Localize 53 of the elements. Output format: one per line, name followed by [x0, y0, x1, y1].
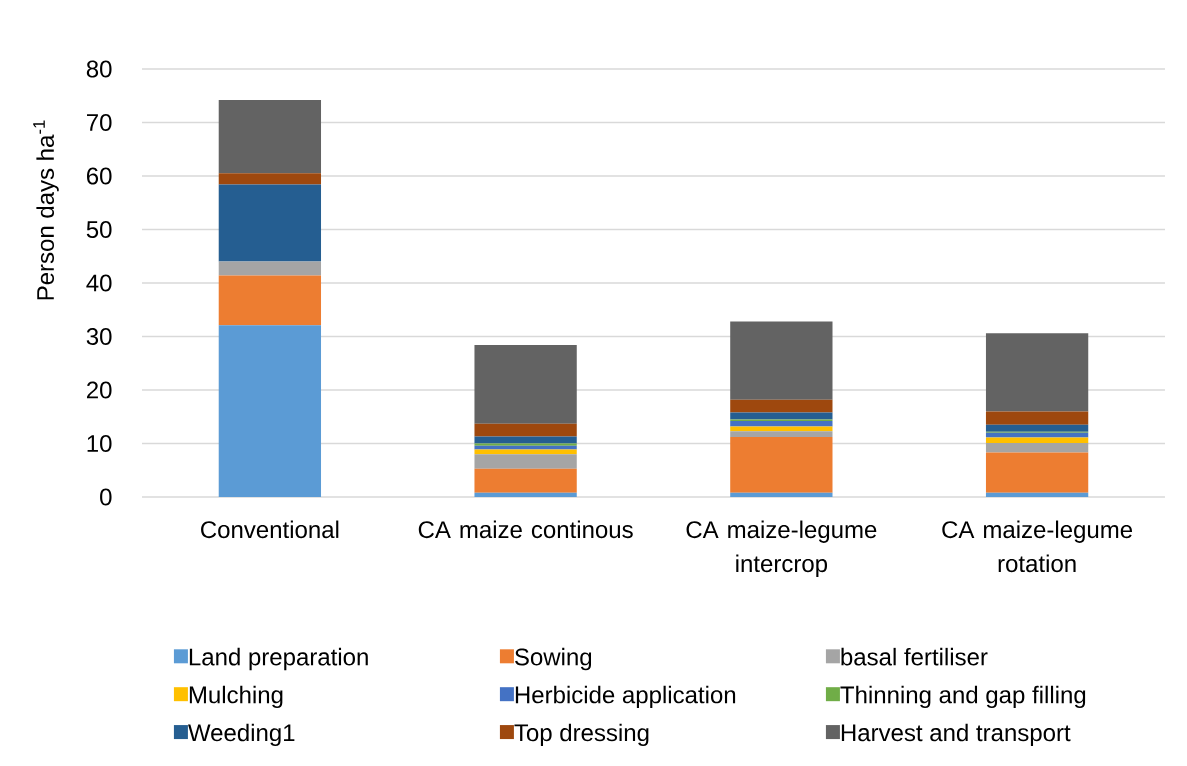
bar — [474, 443, 577, 446]
bar — [474, 468, 577, 493]
bar — [474, 454, 577, 469]
legend-label: basal fertiliser — [841, 647, 988, 666]
bar — [985, 442, 1089, 453]
y-tick-label: 20 — [86, 381, 112, 399]
legend-label: Herbicide application — [515, 685, 736, 709]
bar — [218, 100, 322, 174]
bar — [730, 412, 833, 420]
y-tick-label: 40 — [86, 274, 112, 292]
x-tick-label: CA maize-legume rotation — [942, 520, 1133, 573]
bar — [985, 432, 1089, 438]
bar — [730, 437, 833, 493]
y-tick-label: 60 — [87, 167, 112, 185]
bar — [730, 426, 833, 432]
legend-label: Mulching — [189, 685, 283, 709]
bar — [985, 492, 1089, 497]
x-tick-label: CA maize continous — [418, 520, 633, 539]
legend-label: Sowing — [515, 647, 592, 671]
bar — [730, 431, 833, 438]
legend-label: Top dressing — [514, 723, 649, 746]
bar — [985, 411, 1089, 425]
bar — [730, 421, 833, 427]
legend-label: Weeding1 — [188, 723, 295, 746]
bar — [730, 321, 833, 400]
x-tick-label: Conventional — [201, 520, 339, 539]
legend-label: Harvest and transport — [841, 723, 1071, 746]
bar — [985, 333, 1089, 412]
bar — [474, 423, 577, 437]
y-tick-label: 10 — [87, 435, 112, 452]
bar — [985, 437, 1089, 443]
bar — [218, 325, 322, 497]
bar — [218, 261, 322, 276]
bar — [218, 173, 322, 185]
y-tick-label: 70 — [87, 113, 112, 131]
y-tick-label: 80 — [86, 60, 112, 78]
bar — [474, 449, 577, 455]
x-tick-label: CA maize-legume intercrop — [686, 520, 877, 577]
y-tick-label: 0 — [100, 488, 112, 506]
bar — [985, 424, 1089, 432]
legend-label: Thinning and gap filling — [840, 685, 1086, 709]
y-tick-label: 50 — [86, 220, 112, 238]
bar — [474, 436, 577, 444]
bar — [474, 492, 577, 497]
legend-label: Land preparation — [189, 647, 368, 671]
bar — [730, 492, 833, 497]
y-tick-label: 30 — [86, 328, 112, 345]
bar — [985, 452, 1089, 493]
y-axis-title: Person days ha$^{-1}$ — [33, 120, 59, 300]
bar — [218, 184, 322, 262]
bar — [730, 399, 833, 413]
bar — [218, 275, 322, 326]
bar — [474, 345, 577, 424]
